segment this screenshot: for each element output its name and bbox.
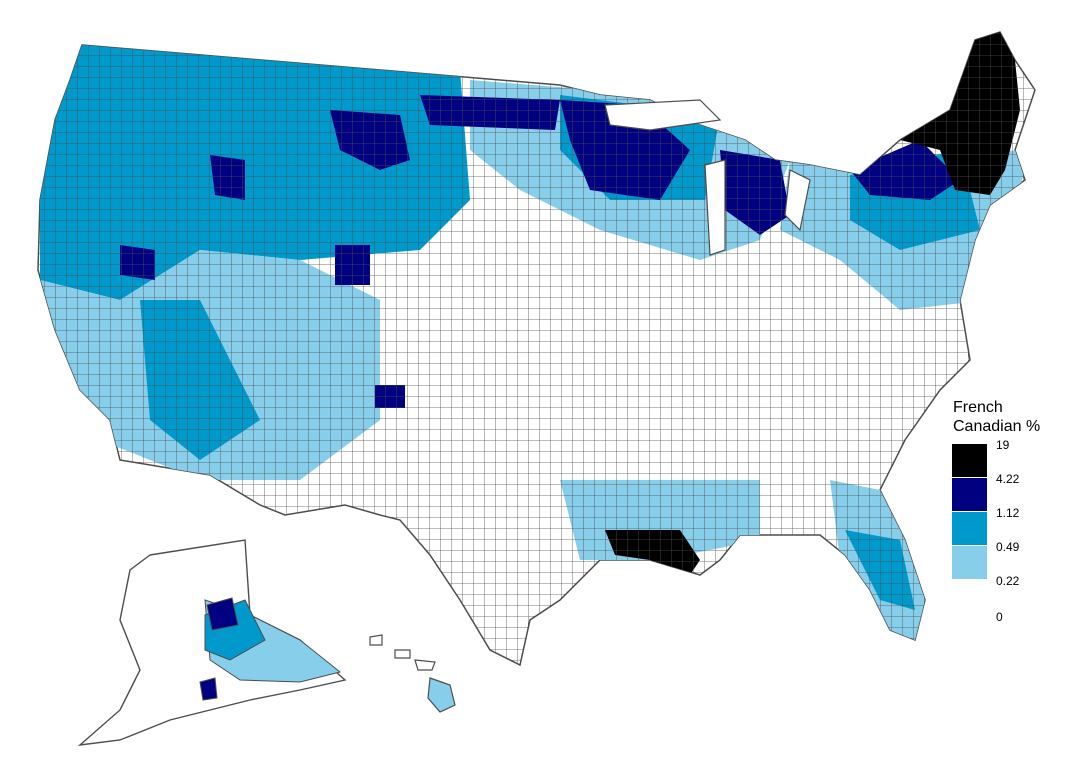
legend-title-line2: Canadian % bbox=[953, 418, 1041, 435]
hawaii-kauai bbox=[369, 634, 383, 646]
alaska-navy-b bbox=[199, 677, 218, 701]
alaska-navy-a bbox=[206, 597, 239, 631]
legend-break-label: 0.49 bbox=[996, 540, 1020, 554]
legend-swatch-3 bbox=[952, 512, 987, 545]
legend-title-line1: French bbox=[953, 399, 1003, 416]
hawaii-oahu bbox=[394, 649, 411, 659]
alaska bbox=[77, 539, 347, 746]
hawaii-big-island bbox=[427, 677, 456, 713]
legend-swatch-1 bbox=[952, 444, 987, 477]
lake-michigan bbox=[704, 159, 726, 256]
legend-break-label: 19 bbox=[996, 438, 1010, 452]
legend-break-label: 1.12 bbox=[996, 506, 1020, 520]
legend-break-label: 4.22 bbox=[996, 472, 1020, 486]
hawaii bbox=[369, 634, 456, 713]
legend-break-label: 0 bbox=[996, 610, 1003, 624]
lake-superior bbox=[604, 99, 722, 131]
legend-title: French Canadian % bbox=[953, 398, 1040, 436]
hawaii-maui bbox=[414, 659, 436, 671]
legend-swatch-4 bbox=[952, 546, 987, 579]
legend-swatch-2 bbox=[952, 478, 987, 511]
legend-break-label: 0.22 bbox=[996, 574, 1020, 588]
lake-huron bbox=[784, 169, 811, 232]
